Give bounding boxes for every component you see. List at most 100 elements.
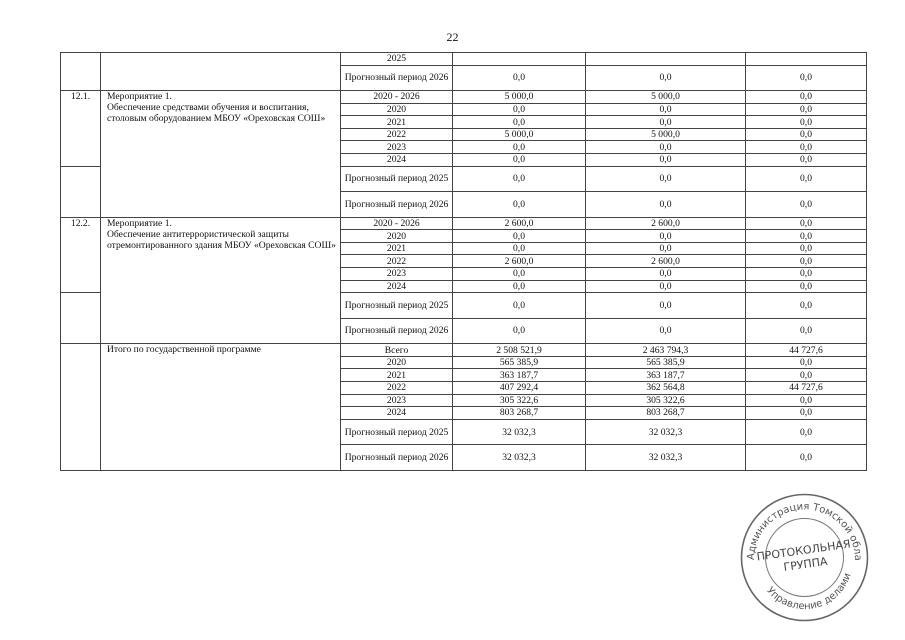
total-cell: 0,0: [452, 153, 586, 167]
total-cell: 363 187,7: [452, 368, 586, 382]
funding-col3-cell: 0,0: [745, 317, 867, 345]
funding-col2-cell: 0,0: [585, 267, 746, 281]
funding-col2-cell: 0,0: [585, 165, 746, 193]
period-cell: 2024: [340, 279, 453, 294]
period-cell: Прогнозный период 2025: [340, 292, 453, 319]
measure-name: Мероприятие 1. Обеспечение средствами обу…: [100, 90, 341, 218]
funding-col2-cell: 0,0: [585, 229, 746, 243]
row-number: [60, 51, 101, 92]
period-cell: 2025: [340, 52, 453, 66]
funding-col3-cell: 0,0: [745, 90, 867, 104]
funding-col3-cell: 0,0: [745, 102, 867, 117]
funding-col2-cell: 0,0: [585, 317, 746, 345]
period-cell: Прогнозный период 2025: [340, 418, 453, 446]
measure-name: Итого по государственной программе: [100, 343, 341, 471]
funding-col2-cell: 0,0: [585, 241, 746, 256]
total-cell: 803 268,7: [452, 406, 586, 420]
funding-col2-cell: 0,0: [585, 153, 746, 167]
row-number: [60, 343, 101, 471]
period-cell: 2023: [340, 393, 453, 408]
table-row: Прогнозный период 2026 0,0 0,0 0,0: [61, 64, 867, 92]
funding-col3-cell: 0,0: [745, 267, 867, 281]
table-row: 2024 0,0 0,0 0,0: [61, 153, 867, 167]
table-row: 2021 0,0 0,0 0,0: [61, 115, 867, 129]
total-cell: 2 600,0: [452, 216, 586, 231]
funding-col3-cell: 0,0: [745, 115, 867, 129]
funding-col2-cell: 0,0: [585, 64, 746, 92]
funding-col2-cell: 0,0: [585, 140, 746, 155]
period-cell: 2022: [340, 127, 453, 142]
period-cell: 2020: [340, 102, 453, 117]
total-cell: 0,0: [452, 64, 586, 92]
funding-col2-cell: 305 322,6: [585, 393, 746, 408]
funding-col2-cell: 565 385,9: [585, 355, 746, 370]
funding-col3-cell: 44 727,6: [745, 381, 867, 395]
funding-col3-cell: 0,0: [745, 254, 867, 269]
funding-col2-cell: [585, 52, 746, 66]
table-row: 2023 305 322,6 305 322,6 0,0: [61, 393, 867, 408]
measure-name: [100, 51, 341, 92]
funding-col2-cell: 362 564,8: [585, 381, 746, 395]
funding-col3-cell: 0,0: [745, 355, 867, 370]
funding-col2-cell: 0,0: [585, 102, 746, 117]
total-cell: 5 000,0: [452, 90, 586, 104]
period-cell: 2022: [340, 254, 453, 269]
table-row: Итого по государственной программе Всего 2…: [60, 343, 867, 471]
table-row: Прогнозный период 2026 0,0 0,0 0,0: [61, 317, 867, 345]
table-row: 12.2. Мероприятие 1. Обеспечение антитерро…: [60, 216, 867, 345]
svg-text:Управление делами: Управление делами: [764, 572, 853, 613]
funding-col2-cell: 2 463 794,3: [585, 343, 746, 357]
total-cell: 0,0: [452, 317, 586, 345]
table-row: Прогнозный период 2026 0,0 0,0 0,0: [61, 191, 867, 218]
period-cell: Прогнозный период 2026: [340, 317, 453, 345]
table-row: 2023 0,0 0,0 0,0: [61, 140, 867, 155]
table-row: 12.1. Мероприятие 1. Обеспечение средствам…: [60, 90, 867, 218]
funding-col2-cell: 5 000,0: [585, 90, 746, 104]
funding-col3-cell: 0,0: [745, 191, 867, 218]
table-row: 2024 0,0 0,0 0,0: [61, 279, 867, 294]
total-cell: 0,0: [452, 191, 586, 218]
total-cell: 0,0: [452, 140, 586, 155]
funding-col3-cell: 0,0: [745, 64, 867, 92]
funding-table: 2025 Прогнозный период 2026 0,0 0,0 0,0 12.1.…: [60, 51, 867, 471]
funding-col3-cell: 0,0: [745, 292, 867, 319]
total-cell: 2 600,0: [452, 254, 586, 269]
table-row: 2025: [60, 51, 867, 92]
row-number: 12.2.: [60, 216, 101, 294]
funding-col3-cell: 0,0: [745, 127, 867, 142]
total-cell: 0,0: [452, 102, 586, 117]
total-cell: 2 508 521,9: [452, 343, 586, 357]
funding-col2-cell: 32 032,3: [585, 444, 746, 471]
period-cell: 2021: [340, 241, 453, 256]
table-row: Прогнозный период 2026 32 032,3 32 032,3 0,…: [61, 444, 867, 471]
period-cell: 2022: [340, 381, 453, 395]
table-row: Прогнозный период 2025 0,0 0,0 0,0: [60, 292, 867, 345]
row-number-empty: [60, 292, 101, 345]
funding-col3-cell: 0,0: [745, 216, 867, 231]
funding-col2-cell: 2 600,0: [585, 254, 746, 269]
total-cell: 0,0: [452, 267, 586, 281]
period-cell: Всего: [340, 343, 453, 357]
total-cell: 565 385,9: [452, 355, 586, 370]
funding-col2-cell: 5 000,0: [585, 127, 746, 142]
period-cell: 2024: [340, 153, 453, 167]
period-cell: Прогнозный период 2026: [340, 191, 453, 218]
period-cell: 2023: [340, 267, 453, 281]
row-number-empty: [60, 165, 101, 218]
funding-col3-cell: 0,0: [745, 165, 867, 193]
funding-col3-cell: 44 727,6: [745, 343, 867, 357]
page-number: 22: [446, 30, 459, 44]
table-row: Прогнозный период 2025 0,0 0,0 0,0: [60, 165, 867, 218]
funding-col3-cell: 0,0: [745, 406, 867, 420]
funding-col3-cell: 0,0: [745, 418, 867, 446]
measure-name-line: Итого по государственной программе: [107, 344, 261, 356]
total-cell: 0,0: [452, 292, 586, 319]
total-cell: 305 322,6: [452, 393, 586, 408]
funding-col3-cell: 0,0: [745, 368, 867, 382]
measure-name-line: Мероприятие 1.: [107, 91, 172, 103]
total-cell: 32 032,3: [452, 418, 586, 446]
funding-col2-cell: 0,0: [585, 115, 746, 129]
measure-name-line: Мероприятие 1.: [107, 217, 172, 229]
period-cell: 2023: [340, 140, 453, 155]
period-cell: 2024: [340, 406, 453, 420]
